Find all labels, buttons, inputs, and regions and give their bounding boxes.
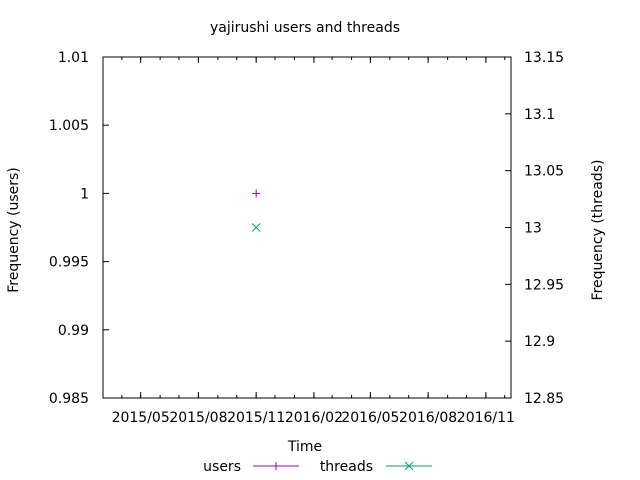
- legend-marker-users: [272, 462, 280, 470]
- x-tick-label: 2016/08: [399, 410, 457, 426]
- legend-label-threads: threads: [320, 459, 373, 475]
- x-tick-label: 2015/11: [227, 410, 285, 426]
- x-tick-label: 2016/05: [341, 410, 399, 426]
- y-tick-label-left: 0.99: [58, 323, 89, 339]
- y-tick-label-left: 1.005: [49, 118, 89, 134]
- x-tick-label: 2015/08: [169, 410, 227, 426]
- left-axis: 0.985 0.99 0.995 1 1.005 1.01: [49, 50, 109, 407]
- legend-label-users: users: [203, 459, 241, 475]
- x-tick-label: 2015/05: [112, 410, 170, 426]
- y-tick-label-left: 0.985: [49, 391, 89, 407]
- y-tick-label-left: 0.995: [49, 255, 89, 271]
- right-axis: 12.85 12.9 12.95 13 13.05 13.1 13.15: [505, 50, 564, 407]
- y-tick-label-left: 1: [80, 186, 89, 202]
- x-tick-label: 2016/11: [457, 410, 515, 426]
- legend: users threads: [203, 459, 432, 475]
- chart-title: yajirushi users and threads: [210, 20, 400, 36]
- y-tick-label-right: 12.9: [524, 334, 555, 350]
- y-axis-label-right: Frequency (threads): [590, 160, 606, 301]
- legend-marker-threads: [404, 461, 414, 471]
- plot-area: [102, 56, 512, 399]
- y-tick-label-right: 13.1: [524, 107, 555, 123]
- y-tick-label-right: 13: [524, 221, 542, 237]
- y-tick-label-right: 13.15: [524, 50, 564, 66]
- data-point-threads: [251, 223, 261, 232]
- data-point-users: [252, 189, 261, 198]
- x-axis-label: Time: [287, 439, 322, 455]
- x-tick-label: 2016/02: [285, 410, 343, 426]
- data-points: [251, 189, 261, 232]
- y-axis-label-left: Frequency (users): [6, 167, 22, 293]
- y-tick-label-right: 12.95: [524, 277, 564, 293]
- y-tick-label-left: 1.01: [58, 50, 89, 66]
- y-tick-label-right: 13.05: [524, 164, 564, 180]
- y-tick-label-right: 12.85: [524, 391, 564, 407]
